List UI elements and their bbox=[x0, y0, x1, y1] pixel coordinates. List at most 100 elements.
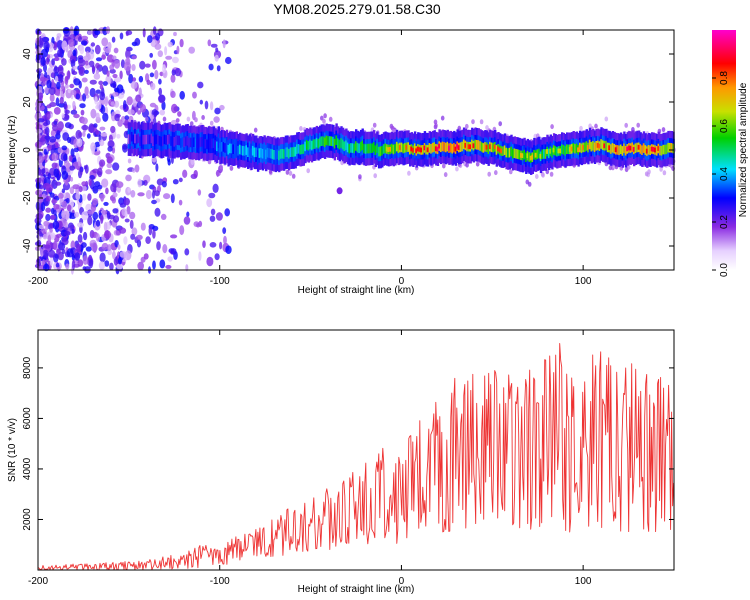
spectrogram-noise-blob bbox=[136, 234, 143, 240]
spectrogram-halo-blob bbox=[661, 127, 666, 133]
spectrogram-noise-blob bbox=[63, 210, 70, 220]
spectrogram-noise-blob bbox=[45, 223, 49, 231]
spectrogram-noise-blob bbox=[184, 248, 190, 256]
spectrogram-noise-blob bbox=[81, 117, 88, 125]
spectrogram-band-inner bbox=[269, 148, 273, 159]
spectrogram-band-inner bbox=[158, 136, 162, 146]
spectrogram-noise-blob bbox=[84, 69, 89, 74]
spectrogram-noise-blob bbox=[69, 83, 75, 89]
spectrogram-band-inner bbox=[320, 136, 323, 146]
spectrogram-band-inner bbox=[664, 144, 667, 155]
spectrogram-noise-blob bbox=[92, 185, 99, 194]
spectrogram-band-inner bbox=[373, 142, 376, 152]
spectrogram-noise-blob bbox=[109, 262, 114, 271]
spectrogram-noise-blob bbox=[119, 32, 124, 40]
spectrogram-band-peak bbox=[657, 146, 661, 151]
spectrogram-noise-blob bbox=[90, 202, 97, 212]
spectrogram-halo-blob bbox=[487, 171, 492, 177]
spectrogram-band-inner bbox=[510, 146, 513, 157]
spectrogram-noise-blob bbox=[94, 181, 101, 188]
spectrogram-noise-blob bbox=[49, 93, 55, 103]
spectrogram-noise-blob bbox=[162, 244, 168, 254]
spectrogram-band-inner bbox=[162, 136, 165, 146]
spectrogram-band-inner bbox=[260, 148, 263, 158]
spectrogram-band-inner bbox=[588, 139, 592, 150]
spectrogram-halo-blob bbox=[434, 123, 438, 128]
spectrogram-noise-blob bbox=[48, 87, 56, 95]
spectrogram-noise-blob bbox=[159, 109, 166, 116]
spectrogram-noise-blob bbox=[137, 110, 142, 115]
spectrogram-band-peak bbox=[637, 144, 641, 150]
spectrogram-band-inner bbox=[234, 144, 237, 154]
spectrogram-band-inner bbox=[593, 142, 597, 152]
spectrogram-noise-blob bbox=[47, 234, 52, 244]
spectrogram-band-peak bbox=[389, 146, 392, 152]
spectrogram-noise-blob bbox=[95, 57, 103, 62]
spectrogram-band-inner bbox=[381, 145, 384, 156]
spectrogram-band-inner bbox=[337, 138, 340, 148]
spectrogram-noise-blob bbox=[51, 179, 58, 189]
spectrogram-band-inner bbox=[268, 148, 271, 158]
spectrogram-band-peak bbox=[531, 154, 535, 160]
spectrogram-y-tick-label: -40 bbox=[22, 238, 33, 253]
spectrogram-noise-blob bbox=[78, 59, 86, 67]
spectrogram-noise-blob bbox=[197, 189, 202, 196]
spectrogram-noise-blob bbox=[87, 193, 92, 201]
snr-x-tick-label: 0 bbox=[399, 576, 405, 587]
spectrogram-noise-blob bbox=[192, 110, 196, 121]
spectrogram-halo-blob bbox=[636, 122, 640, 128]
spectrogram-noise-blob bbox=[179, 38, 184, 48]
spectrogram-band-inner bbox=[319, 137, 322, 148]
spectrogram-band-inner bbox=[202, 139, 206, 149]
spectrogram-band-inner bbox=[160, 136, 163, 147]
spectrogram-noise-blob bbox=[127, 187, 131, 193]
spectrogram-noise-blob bbox=[152, 26, 157, 35]
spectrogram-band-inner bbox=[348, 143, 351, 154]
spectrogram-band-inner bbox=[178, 135, 181, 146]
spectrogram-noise-blob bbox=[124, 210, 128, 218]
spectrogram-band-peak bbox=[626, 146, 630, 152]
spectrogram-band-inner bbox=[369, 143, 373, 154]
spectrogram-band-peak bbox=[526, 153, 530, 159]
spectrogram-noise-blob bbox=[215, 212, 223, 221]
spectrogram-band-inner bbox=[230, 143, 234, 154]
spectrogram-noise-blob bbox=[92, 211, 99, 220]
spectrogram-band-inner bbox=[474, 139, 477, 150]
spectrogram-band-peak bbox=[472, 143, 476, 149]
spectrogram-band-inner bbox=[361, 140, 364, 151]
spectrogram-noise-blob bbox=[170, 234, 178, 239]
spectrogram-noise-blob bbox=[37, 85, 43, 93]
spectrogram-noise-blob bbox=[37, 92, 44, 99]
spectrogram-noise-blob bbox=[131, 55, 137, 60]
spectrogram-band-inner bbox=[605, 140, 608, 151]
figure-title: YM08.2025.279.01.58.C30 bbox=[273, 1, 441, 17]
spectrogram-noise-blob bbox=[207, 39, 212, 47]
spectrogram-band-inner bbox=[564, 146, 567, 156]
spectrogram-noise-blob bbox=[45, 195, 49, 202]
spectrogram-y-label: Frequency (Hz) bbox=[7, 116, 18, 185]
spectrogram-band-peak bbox=[456, 143, 460, 149]
spectrogram-noise-blob bbox=[92, 198, 99, 206]
spectrogram-halo-blob bbox=[186, 116, 191, 122]
spectrogram-band-peak bbox=[398, 145, 402, 150]
spectrogram-band-inner bbox=[235, 143, 238, 153]
spectrogram-band-inner bbox=[655, 146, 659, 156]
spectrogram-halo-blob bbox=[494, 170, 498, 176]
spectrogram-noise-blob bbox=[208, 192, 216, 199]
spectrogram-band-peak bbox=[529, 155, 533, 161]
spectrogram-band-peak bbox=[608, 145, 612, 151]
spectrogram-band-inner bbox=[248, 146, 252, 156]
spectrogram-halo-blob bbox=[189, 121, 194, 127]
spectrogram-noise-blob bbox=[73, 147, 79, 153]
spectrogram-halo-blob bbox=[475, 161, 480, 167]
spectrogram-noise-blob bbox=[182, 169, 188, 178]
spectrogram-band-inner bbox=[601, 140, 605, 150]
spectrogram-band-inner bbox=[471, 139, 474, 150]
spectrogram-noise-blob bbox=[112, 215, 120, 223]
spectrogram-band-inner bbox=[201, 137, 204, 147]
spectrogram-halo-blob bbox=[588, 123, 592, 129]
spectrogram-band-inner bbox=[449, 142, 453, 153]
spectrogram-y-tick-label: 20 bbox=[22, 96, 33, 108]
spectrogram-band-inner bbox=[611, 143, 615, 153]
